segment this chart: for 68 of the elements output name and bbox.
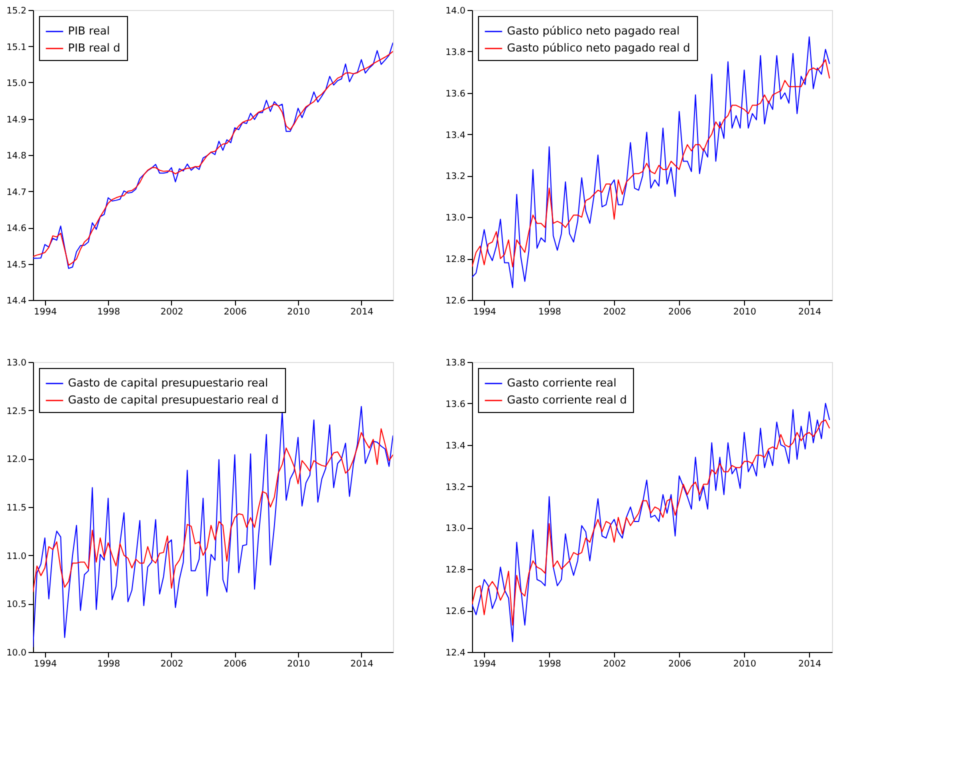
x-tick-label: 2010 — [733, 660, 756, 670]
y-tick-label: 12.0 — [6, 455, 27, 466]
x-tick-label: 2002 — [160, 660, 184, 670]
y-tick-label: 15.0 — [6, 79, 27, 89]
y-tick-label: 14.9 — [6, 115, 27, 126]
x-tick-label: 2014 — [798, 660, 822, 670]
x-tick-label: 2010 — [287, 308, 310, 318]
x-tick-label: 1998 — [97, 308, 120, 318]
line-series — [33, 406, 393, 648]
x-tick-label: 2010 — [733, 308, 756, 318]
x-tick-label: 1994 — [34, 308, 58, 318]
line-series — [33, 428, 393, 593]
x-tick-label: 1994 — [34, 660, 58, 670]
legend-label: PIB real — [68, 24, 110, 38]
y-tick-label: 14.4 — [6, 296, 27, 306]
x-tick-label: 2002 — [603, 308, 626, 318]
y-tick-label: 13.8 — [445, 358, 466, 368]
x-tick-label: 2010 — [287, 660, 310, 670]
legend-label: Gasto público neto pagado real d — [507, 42, 690, 54]
legend-label: Gasto de capital presupuestario real — [68, 376, 268, 390]
legend-label: Gasto público neto pagado real — [507, 24, 680, 38]
y-tick-label: 13.2 — [445, 172, 466, 182]
y-tick-label: 13.8 — [445, 48, 466, 58]
y-tick-label: 14.0 — [445, 6, 466, 16]
x-tick-label: 1998 — [538, 660, 562, 670]
y-tick-label: 13.0 — [445, 214, 466, 224]
legend-label: Gasto corriente real d — [507, 394, 627, 406]
x-tick-label: 2006 — [668, 308, 692, 318]
y-tick-label: 13.0 — [445, 524, 466, 534]
x-tick-label: 1994 — [473, 660, 496, 670]
y-tick-label: 11.0 — [6, 552, 27, 562]
legend-label: Gasto corriente real — [507, 376, 616, 390]
y-tick-label: 13.6 — [445, 400, 466, 410]
y-tick-label: 10.0 — [6, 648, 27, 658]
y-tick-label: 14.5 — [6, 260, 26, 270]
line-series — [472, 36, 830, 288]
y-tick-label: 12.8 — [445, 566, 466, 576]
x-tick-label: 2014 — [350, 660, 374, 670]
y-tick-label: 12.6 — [445, 607, 466, 618]
y-tick-label: 12.4 — [445, 648, 466, 658]
legend-label: PIB real d — [68, 42, 120, 54]
y-tick-label: 14.7 — [6, 188, 26, 198]
y-tick-label: 15.2 — [6, 6, 26, 16]
y-tick-label: 10.5 — [6, 600, 26, 610]
x-tick-label: 2002 — [603, 660, 626, 670]
x-tick-label: 2014 — [350, 308, 374, 318]
legend-label: Gasto de capital presupuestario real d — [68, 394, 279, 406]
y-tick-label: 13.6 — [445, 89, 466, 100]
x-tick-label: 1994 — [473, 308, 496, 318]
y-tick-label: 11.5 — [6, 504, 26, 514]
y-tick-label: 13.4 — [445, 441, 466, 452]
y-tick-label: 12.6 — [445, 296, 466, 306]
x-tick-label: 2002 — [160, 308, 184, 318]
y-tick-label: 14.8 — [6, 152, 27, 162]
y-tick-label: 13.0 — [6, 358, 27, 368]
x-tick-label: 2006 — [668, 660, 692, 670]
line-series — [472, 59, 830, 268]
x-tick-label: 2006 — [224, 660, 247, 670]
y-tick-label: 13.2 — [445, 482, 466, 493]
y-tick-label: 13.4 — [445, 130, 466, 141]
y-tick-label: 14.6 — [6, 224, 27, 234]
y-tick-label: 12.8 — [445, 255, 466, 266]
x-tick-label: 2014 — [798, 308, 822, 318]
x-tick-label: 1998 — [97, 660, 120, 670]
x-tick-label: 1998 — [538, 308, 562, 318]
x-tick-label: 2006 — [224, 308, 247, 318]
y-tick-label: 12.5 — [6, 406, 26, 417]
y-tick-label: 15.1 — [6, 42, 26, 53]
